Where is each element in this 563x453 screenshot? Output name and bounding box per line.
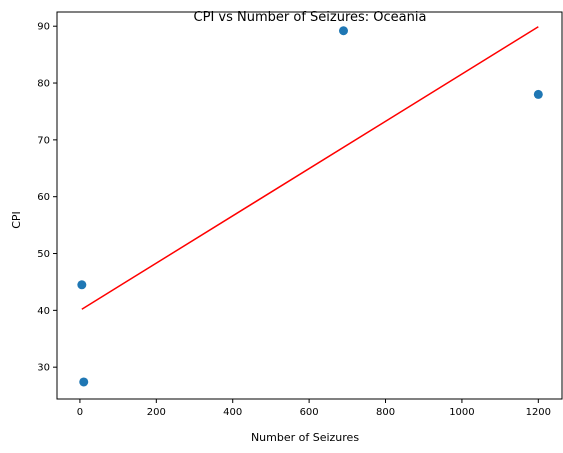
y-tick-label: 50 — [37, 249, 50, 260]
plot-frame — [56, 11, 563, 400]
y-tick-label: 40 — [37, 306, 50, 317]
x-tick-label: 200 — [147, 407, 166, 418]
y-tick-label: 30 — [37, 363, 50, 374]
x-tick-label: 400 — [223, 407, 242, 418]
x-tick-label: 600 — [300, 407, 319, 418]
data-point — [338, 26, 348, 36]
y-tick-label: 70 — [37, 135, 50, 146]
y-tick-label: 80 — [37, 79, 50, 90]
data-point — [77, 280, 87, 290]
y-axis-label: CPI — [10, 211, 23, 229]
x-tick-label: 1000 — [449, 407, 474, 418]
data-point — [79, 377, 89, 387]
chart-title: CPI vs Number of Seizures: Oceania — [194, 10, 427, 25]
y-tick-label: 90 — [37, 22, 50, 33]
x-tick-label: 1200 — [526, 407, 551, 418]
fit-line — [81, 26, 539, 310]
x-tick-label: 0 — [77, 407, 83, 418]
data-point — [533, 89, 543, 99]
x-axis-label: Number of Seizures — [251, 431, 359, 444]
y-tick-label: 60 — [37, 192, 50, 203]
x-tick-label: 800 — [376, 407, 395, 418]
